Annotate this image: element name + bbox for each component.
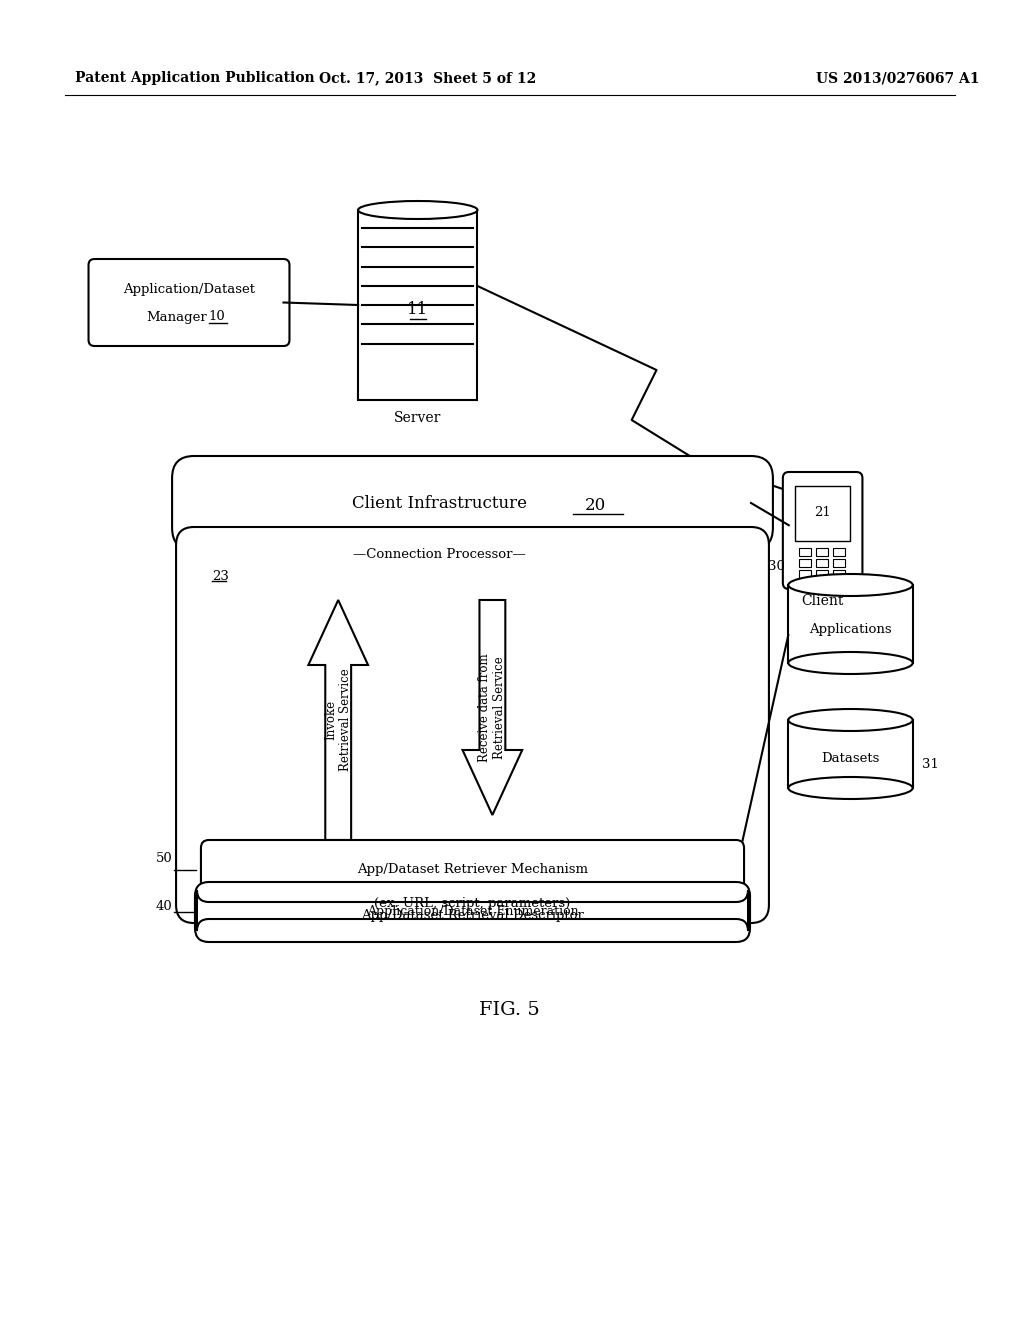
Text: Datasets: Datasets	[821, 752, 880, 766]
Text: 10: 10	[209, 310, 225, 323]
Text: Client: Client	[802, 594, 844, 609]
Bar	[788, 585, 912, 663]
Bar	[788, 719, 912, 788]
Text: —Connection Processor—: —Connection Processor—	[352, 548, 525, 561]
Text: 30: 30	[768, 561, 784, 573]
Text: Application/Dataset: Application/Dataset	[123, 284, 255, 297]
Text: 20: 20	[585, 498, 605, 515]
Text: US 2013/0276067 A1: US 2013/0276067 A1	[816, 71, 979, 84]
Ellipse shape	[788, 652, 912, 675]
Bar	[816, 548, 827, 556]
FancyBboxPatch shape	[201, 840, 744, 899]
Bar	[795, 486, 851, 541]
Bar	[833, 558, 845, 568]
Ellipse shape	[788, 574, 912, 597]
Text: Application/Dataset Enumeration: Application/Dataset Enumeration	[367, 906, 579, 919]
FancyBboxPatch shape	[195, 882, 750, 942]
Text: Server: Server	[394, 411, 441, 425]
Text: Receive data from
Retrieval Service: Receive data from Retrieval Service	[478, 653, 507, 762]
Text: 11: 11	[408, 301, 428, 318]
Text: 40: 40	[156, 899, 172, 912]
Ellipse shape	[358, 201, 477, 219]
Text: Applications: Applications	[809, 623, 892, 635]
Ellipse shape	[788, 709, 912, 731]
Bar	[358, 210, 477, 400]
FancyBboxPatch shape	[783, 473, 862, 589]
FancyBboxPatch shape	[197, 890, 749, 931]
Text: 50: 50	[156, 851, 172, 865]
Bar	[833, 548, 845, 556]
FancyBboxPatch shape	[172, 455, 773, 550]
Text: Client Infrastructure: Client Infrastructure	[351, 495, 526, 511]
Text: App/Dataset Retriever Mechanism: App/Dataset Retriever Mechanism	[357, 863, 588, 876]
Bar	[799, 570, 811, 578]
Polygon shape	[463, 601, 522, 814]
Text: Manager: Manager	[146, 310, 208, 323]
Ellipse shape	[788, 777, 912, 799]
Text: Patent Application Publication: Patent Application Publication	[75, 71, 314, 84]
FancyBboxPatch shape	[88, 259, 290, 346]
Text: (ex. URL, script, parameters): (ex. URL, script, parameters)	[375, 896, 570, 909]
Text: FIG. 5: FIG. 5	[479, 1001, 540, 1019]
Text: 31: 31	[923, 759, 939, 771]
Bar	[816, 558, 827, 568]
Bar	[816, 570, 827, 578]
Text: Invoke
Retrieval Service: Invoke Retrieval Service	[325, 669, 352, 771]
Text: 21: 21	[814, 507, 831, 520]
Text: App/Dataset Retrieval Descriptor: App/Dataset Retrieval Descriptor	[361, 909, 584, 921]
Bar	[799, 558, 811, 568]
Polygon shape	[308, 601, 368, 840]
Text: 23: 23	[212, 570, 228, 583]
Bar	[833, 570, 845, 578]
FancyBboxPatch shape	[176, 527, 769, 923]
Bar	[799, 548, 811, 556]
Text: Oct. 17, 2013  Sheet 5 of 12: Oct. 17, 2013 Sheet 5 of 12	[319, 71, 537, 84]
